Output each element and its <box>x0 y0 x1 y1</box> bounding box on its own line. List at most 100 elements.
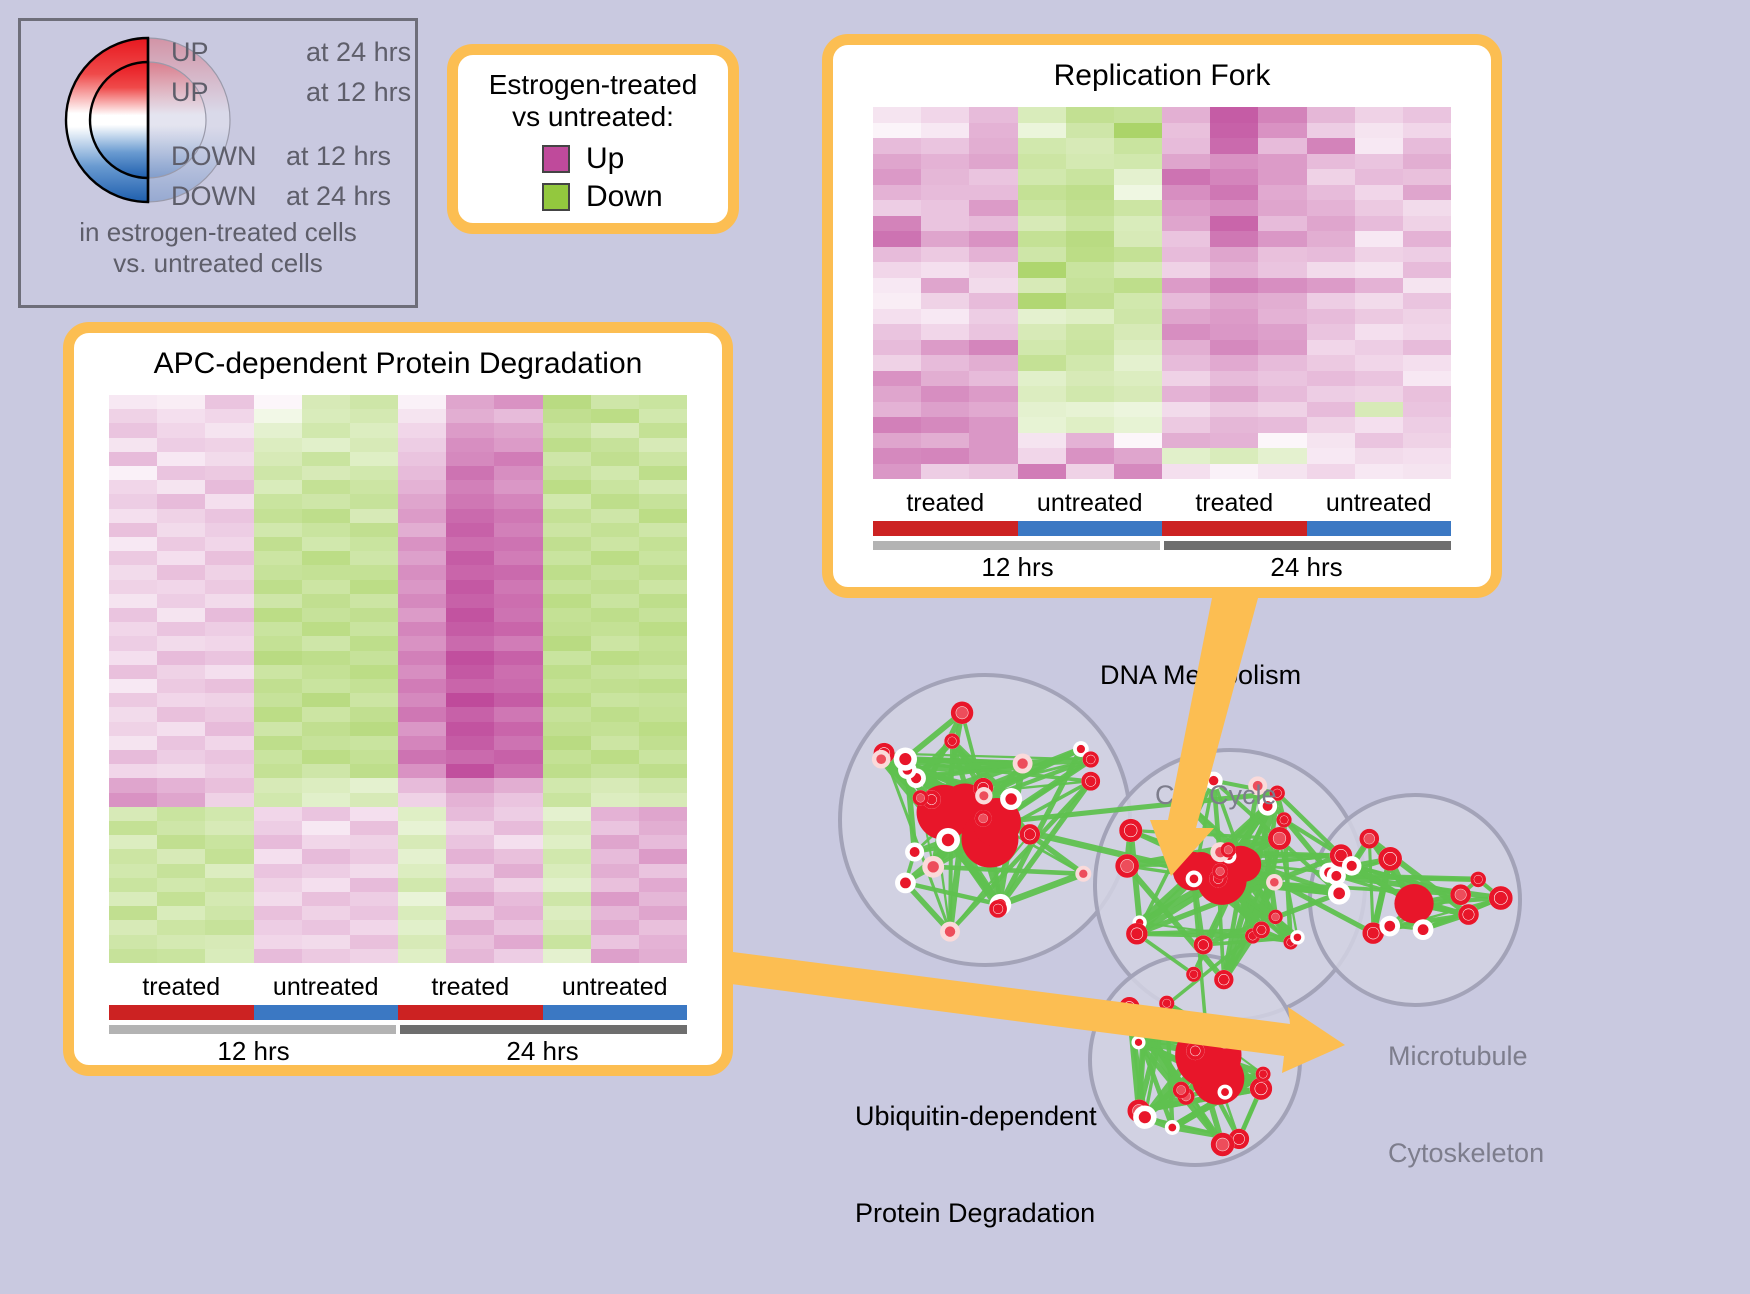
heatmap-cell <box>1307 169 1355 185</box>
heatmap-cell <box>543 537 591 551</box>
heatmap-cell <box>254 636 302 650</box>
heatmap-cell <box>205 835 253 849</box>
heatmap-cell <box>1307 278 1355 294</box>
heatmap-cell <box>1162 247 1210 263</box>
heatmap-cell <box>1210 293 1258 309</box>
heatmap-cell <box>157 935 205 949</box>
heatmap-cell <box>1403 107 1451 123</box>
network-node[interactable] <box>1394 884 1433 923</box>
heatmap-cell <box>109 906 157 920</box>
heatmap-cell <box>205 651 253 665</box>
network-node-core <box>1347 861 1357 871</box>
heatmap-cell <box>254 665 302 679</box>
heatmap-cell <box>1258 324 1306 340</box>
heatmap-cell <box>543 920 591 934</box>
heatmap-cell <box>873 386 921 402</box>
heatmap-cell <box>398 452 446 466</box>
heatmap-cell <box>639 835 687 849</box>
time-label-24hrs: 24 hrs <box>1162 552 1451 583</box>
colorwheel-row-0-key: UP <box>171 37 209 68</box>
heatmap-cell <box>494 778 542 792</box>
heatmap-cell <box>1114 417 1162 433</box>
heatmap-cell <box>969 247 1017 263</box>
network-node-core <box>899 753 911 765</box>
heatmap-cell <box>591 409 639 423</box>
heatmap-cell <box>494 920 542 934</box>
heatmap-cell <box>350 949 398 963</box>
heatmap-cell <box>1258 371 1306 387</box>
colorwheel-row-3-time: at 24 hrs <box>286 181 391 212</box>
heatmap-cell <box>1258 464 1306 480</box>
heatmap-cell <box>494 935 542 949</box>
heatmap-cell <box>543 409 591 423</box>
heatmap-cell <box>302 679 350 693</box>
heatmap-cell <box>969 293 1017 309</box>
heatmap-cell <box>398 750 446 764</box>
heatmap-cell <box>1162 309 1210 325</box>
heatmap-cell <box>398 722 446 736</box>
heatmap-cell <box>639 707 687 721</box>
heatmap-cell <box>446 778 494 792</box>
heatmap-cell <box>1403 138 1451 154</box>
heatmap-cell <box>109 864 157 878</box>
heatmap-cell <box>1355 138 1403 154</box>
heatmap-cell <box>1114 386 1162 402</box>
heatmap-cell <box>157 849 205 863</box>
heatmap-cell <box>157 807 205 821</box>
heatmap-cell <box>205 438 253 452</box>
condition-bar-treated-12 <box>109 1005 254 1020</box>
heatmap-cell <box>109 494 157 508</box>
heatmap-cell <box>205 523 253 537</box>
heatmap-cell <box>254 466 302 480</box>
heatmap-cell <box>639 537 687 551</box>
heatmap-cell <box>302 608 350 622</box>
heatmap-cell <box>1403 309 1451 325</box>
heatmap-cell <box>873 107 921 123</box>
heatmap-cell <box>1403 355 1451 371</box>
condition-label-2: treated <box>398 973 543 1002</box>
heatmap-cell <box>639 551 687 565</box>
heatmap-cell <box>205 537 253 551</box>
replication-fork-panel: Replication Fork treated untreated treat… <box>822 34 1502 598</box>
heatmap-cell <box>302 821 350 835</box>
heatmap-cell <box>1018 309 1066 325</box>
heatmap-cell <box>109 764 157 778</box>
heatmap-cell <box>873 123 921 139</box>
heatmap-cell <box>591 636 639 650</box>
heatmap-cell <box>350 722 398 736</box>
heatmap-cell <box>446 849 494 863</box>
heatmap-cell <box>873 293 921 309</box>
network-node-core <box>1190 875 1199 884</box>
time-bar-12hrs <box>873 541 1160 550</box>
heatmap-cell <box>591 906 639 920</box>
heatmap-cell <box>350 665 398 679</box>
heatmap-cell <box>302 580 350 594</box>
heatmap-cell <box>398 807 446 821</box>
heatmap-cell <box>1403 154 1451 170</box>
network-node-core <box>1127 1013 1138 1024</box>
heatmap-cell <box>350 679 398 693</box>
network-node-core <box>979 791 988 800</box>
heatmap-cell <box>591 821 639 835</box>
heatmap-cell <box>591 622 639 636</box>
network-node-core <box>1333 888 1345 900</box>
heatmap-cell <box>157 409 205 423</box>
heatmap-cell <box>591 423 639 437</box>
heatmap-cell <box>205 580 253 594</box>
colorwheel-row-0: UP at 24 hrs <box>171 37 411 68</box>
heatmap-cell <box>873 402 921 418</box>
heatmap-cell <box>446 665 494 679</box>
network-node-core <box>927 861 938 872</box>
heatmap-cell <box>157 679 205 693</box>
heatmap-cell <box>494 679 542 693</box>
heatmap-cell <box>639 892 687 906</box>
heatmap-cell <box>398 693 446 707</box>
heatmap-cell <box>494 466 542 480</box>
heatmap-cell <box>1114 278 1162 294</box>
heatmap-cell <box>921 309 969 325</box>
heatmap-cell <box>1307 355 1355 371</box>
heatmap-cell <box>109 636 157 650</box>
heatmap-cell <box>494 665 542 679</box>
network-node-core <box>876 754 886 764</box>
heatmap-cell <box>969 355 1017 371</box>
